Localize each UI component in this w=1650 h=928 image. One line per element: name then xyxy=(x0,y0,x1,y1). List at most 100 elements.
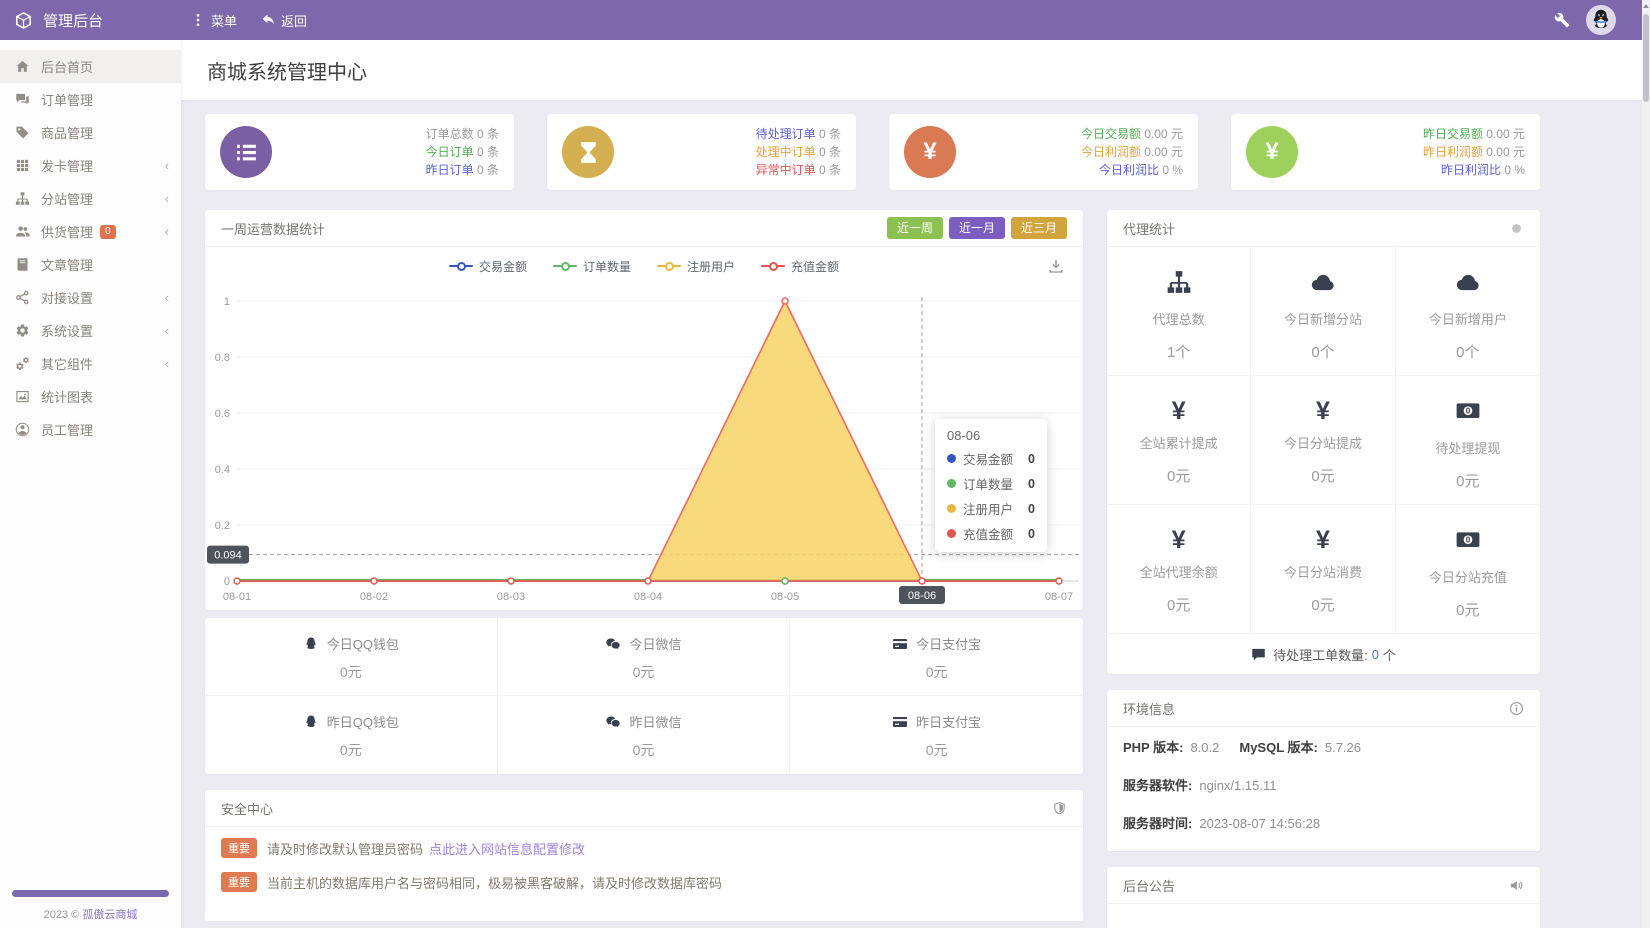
legend-item[interactable]: 注册用户 xyxy=(657,258,735,275)
sidebar-footer-text: 2023 © 孤傲云商城 xyxy=(0,906,181,922)
stat-card: 待处理订单 0 条处理中订单 0 条异常中订单 0 条 xyxy=(547,114,856,190)
back-button[interactable]: 返回 xyxy=(261,11,307,30)
yen-icon: ¥ xyxy=(1316,526,1330,554)
yen-icon: ¥ xyxy=(1265,138,1279,165)
legend-item[interactable]: 充值金额 xyxy=(761,258,839,275)
sidebar-item-articles[interactable]: 文章管理 xyxy=(0,248,181,281)
sidebar-item-system[interactable]: 系统设置 ‹ xyxy=(0,314,181,347)
share-icon xyxy=(15,290,30,305)
tooltip-row: 订单数量 0 xyxy=(947,474,1035,493)
svg-text:08-03: 08-03 xyxy=(497,591,525,603)
stat-row: 异常中订单 0 条 xyxy=(755,163,841,177)
chevron-left-icon: ‹ xyxy=(164,323,169,338)
wallet-label: 昨日支付宝 xyxy=(916,715,982,730)
sidebar-item-orders[interactable]: 订单管理 xyxy=(0,83,181,116)
cogs-icon xyxy=(15,356,30,371)
sidebar-item-charts[interactable]: 统计图表 xyxy=(0,380,181,413)
sidebar-item-integration[interactable]: 对接设置 ‹ xyxy=(0,281,181,314)
stat-row: 昨日订单 0 条 xyxy=(425,163,499,177)
agent-stat-cell: 代理总数 1个 xyxy=(1107,247,1252,376)
scrollbar-up-arrow[interactable] xyxy=(1642,0,1650,13)
legend-item[interactable]: 订单数量 xyxy=(552,258,631,275)
brand[interactable]: 管理后台 xyxy=(0,10,181,31)
grid-icon xyxy=(15,158,30,173)
wallet-cell: 今日QQ钱包 0元 xyxy=(205,618,498,696)
range-button-2[interactable]: 近一月 xyxy=(948,217,1005,239)
stat-row: 今日利润比 0 % xyxy=(1098,163,1183,177)
sidebar-item-components[interactable]: 其它组件 ‹ xyxy=(0,347,181,380)
range-buttons: 近一周 近一月 近三月 xyxy=(886,217,1067,239)
sidebar-item-label: 供货管理 xyxy=(41,225,94,240)
alert-link[interactable]: 点此进入网站信息配置修改 xyxy=(429,841,586,857)
scrollbar-thumb[interactable] xyxy=(1643,14,1649,102)
env-row: PHP 版本: 8.0.2 MySQL 版本: 5.7.26 xyxy=(1107,727,1540,765)
agent-stat-cell: ¥ 全站累计提成 0元 xyxy=(1107,376,1252,505)
stat-card: 订单总数 0 条今日订单 0 条昨日订单 0 条 xyxy=(205,114,514,190)
env-pair: 服务器软件: nginx/1.15.11 xyxy=(1123,778,1277,793)
footer-brand-link[interactable]: 孤傲云商城 xyxy=(82,909,138,921)
stat-card-icon-circle xyxy=(220,126,272,178)
env-title: 环境信息 xyxy=(1123,701,1176,717)
comments-icon xyxy=(15,92,30,107)
sidebar-item-label: 对接设置 xyxy=(41,291,94,306)
wechat-icon xyxy=(605,636,621,652)
download-icon[interactable] xyxy=(1047,257,1065,275)
chart-legend: 交易金额 订单数量 注册用户 充值金额 xyxy=(205,247,1083,285)
sidebar-item-cards[interactable]: 发卡管理 ‹ xyxy=(0,149,181,182)
content: 订单总数 0 条今日订单 0 条昨日订单 0 条 待处理订单 0 条处理中订单 0… xyxy=(181,100,1650,928)
sidebar-item-staff[interactable]: 员工管理 xyxy=(0,413,181,446)
megaphone-icon xyxy=(1509,878,1524,893)
wallet-label: 今日QQ钱包 xyxy=(326,637,399,652)
wrench-icon[interactable] xyxy=(1554,12,1570,28)
yen-icon: ¥ xyxy=(1171,526,1186,554)
svg-text:0.6: 0.6 xyxy=(215,408,230,420)
range-button-1[interactable]: 近一周 xyxy=(886,217,943,239)
chart-panel: 一周运营数据统计 近一周 近一月 近三月 交易金额 订单数量 注册用户 充值金额 0 0.2… xyxy=(205,210,1083,610)
chevron-left-icon: ‹ xyxy=(164,191,169,206)
sidebar-item-home[interactable]: 后台首页 xyxy=(0,50,181,83)
chart-canvas[interactable]: 0 0.2 0.4 0.6 0.8 1 08-01 08-02 08-03 08-04 08-05 0… xyxy=(205,285,1083,605)
agent-stat-cell: ¥ 全站代理余额 0元 xyxy=(1107,505,1252,634)
legend-marker-icon xyxy=(448,261,473,271)
svg-text:08-02: 08-02 xyxy=(360,591,388,603)
menu-button[interactable]: 菜单 xyxy=(191,11,237,30)
legend-item[interactable]: 交易金额 xyxy=(448,258,527,275)
important-badge: 重要 xyxy=(221,838,257,858)
user-avatar[interactable] xyxy=(1586,5,1616,35)
sidebar-item-label: 文章管理 xyxy=(41,258,94,273)
range-button-3[interactable]: 近三月 xyxy=(1010,217,1067,239)
wallet-label: 昨日微信 xyxy=(629,715,682,730)
copyright-year: 2023 © xyxy=(43,909,80,921)
wallet-cell: 昨日QQ钱包 0元 xyxy=(205,696,498,774)
alert-row: 重要 当前主机的数据库用户名与密码相同，极易被黑客破解，请及时修改数据库密码 xyxy=(205,861,1083,895)
sidebar-item-products[interactable]: 商品管理 xyxy=(0,116,181,149)
scrollbar[interactable] xyxy=(1642,0,1650,928)
agent-stat-cell: ¥ 今日分站消费 0元 xyxy=(1251,505,1396,634)
agent-stat-cell: 0 今日分站充值 0元 xyxy=(1395,505,1540,634)
env-row: 服务器时间: 2023-08-07 14:56:28 xyxy=(1107,803,1540,841)
agent-stat-cell: 今日新增用户 0个 xyxy=(1395,247,1540,376)
agent-stat-label: 今日分站消费 xyxy=(1283,565,1362,580)
stat-card-rows: 今日交易额 0.00 元今日利润额 0.00 元今日利润比 0 % xyxy=(1081,125,1183,179)
pending-tickets-unit: 个 xyxy=(1382,647,1396,663)
stat-card-icon-circle: ¥ xyxy=(904,126,956,178)
agent-stat-cell: 今日新增分站 0个 xyxy=(1251,247,1396,376)
sidebar-item-label: 系统设置 xyxy=(41,324,94,339)
svg-text:08-01: 08-01 xyxy=(223,591,251,603)
qq-icon xyxy=(303,636,319,652)
pending-tickets-value: 0 xyxy=(1371,646,1379,662)
svg-text:0.8: 0.8 xyxy=(215,352,230,364)
back-arrow-icon xyxy=(261,13,275,27)
agent-stat-value: 0个 xyxy=(1456,344,1480,361)
agent-stat-label: 今日新增用户 xyxy=(1428,312,1507,327)
wallet-value: 0元 xyxy=(339,664,362,680)
cloud-icon xyxy=(1455,269,1481,295)
menu-dots-icon xyxy=(191,13,205,27)
agent-panel: 代理统计 代理总数 1个 今日新增分站 0个 今日新增用户 0个 ¥ 全站累计提成 0元 ¥ 今日分… xyxy=(1107,210,1540,674)
sidebar-item-suppliers[interactable]: 供货管理 0 ‹ xyxy=(0,215,181,248)
sidebar-item-label: 商品管理 xyxy=(41,126,94,141)
svg-text:0.4: 0.4 xyxy=(215,464,230,476)
sidebar-item-substations[interactable]: 分站管理 ‹ xyxy=(0,182,181,215)
alert-text: 请及时修改默认管理员密码 xyxy=(267,841,424,857)
chevron-left-icon: ‹ xyxy=(164,158,169,173)
